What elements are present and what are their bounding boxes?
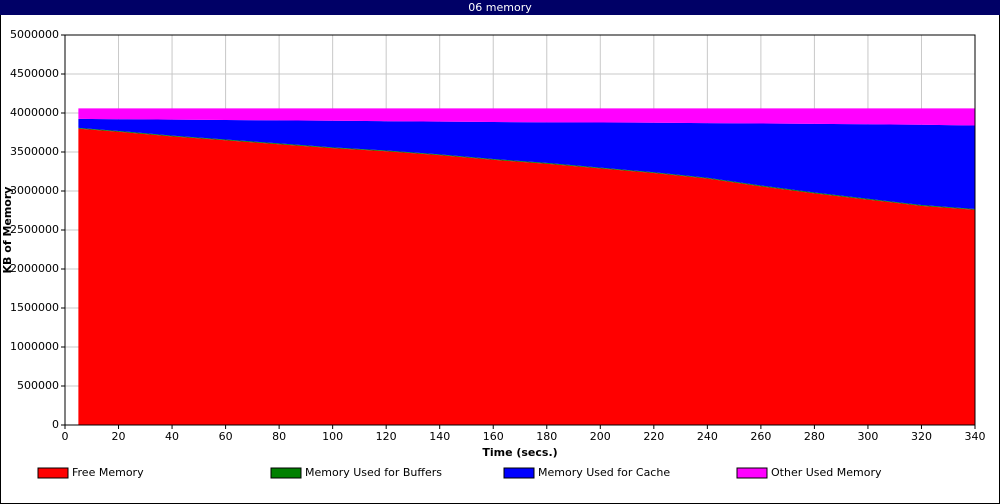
legend-label: Memory Used for Buffers [305, 466, 442, 479]
x-tick-label: 40 [165, 430, 179, 443]
legend-label: Free Memory [72, 466, 144, 479]
y-tick-label: 2000000 [10, 262, 59, 275]
x-tick-label: 320 [911, 430, 932, 443]
x-tick-label: 200 [590, 430, 611, 443]
x-tick-label: 140 [429, 430, 450, 443]
y-tick-label: 500000 [17, 379, 59, 392]
x-tick-label: 160 [483, 430, 504, 443]
x-axis-label: Time (secs.) [482, 446, 557, 459]
x-tick-label: 280 [804, 430, 825, 443]
y-tick-label: 0 [52, 418, 59, 431]
title-bar [0, 0, 1000, 15]
x-tick-label: 80 [272, 430, 286, 443]
y-tick-label: 1000000 [10, 340, 59, 353]
y-axis-label: KB of Memory [1, 187, 14, 274]
chart-title: 06 memory [468, 1, 532, 14]
legend-swatch [503, 467, 535, 479]
x-tick-label: 100 [322, 430, 343, 443]
y-tick-label: 5000000 [10, 28, 59, 41]
x-tick-label: 180 [536, 430, 557, 443]
x-tick-label: 0 [62, 430, 69, 443]
x-tick-label: 20 [112, 430, 126, 443]
plot-border [64, 34, 976, 426]
y-tick-label: 3000000 [10, 184, 59, 197]
x-tick-label: 60 [219, 430, 233, 443]
y-tick-label: 4500000 [10, 67, 59, 80]
y-tick-label: 3500000 [10, 145, 59, 158]
x-tick-label: 340 [965, 430, 986, 443]
y-tick-label: 2500000 [10, 223, 59, 236]
x-tick-label: 220 [643, 430, 664, 443]
y-tick-label: 1500000 [10, 301, 59, 314]
legend-label: Other Used Memory [771, 466, 882, 479]
area [78, 127, 976, 210]
area [78, 118, 976, 209]
x-tick-label: 240 [697, 430, 718, 443]
x-tick-label: 120 [376, 430, 397, 443]
y-tick-label: 4000000 [10, 106, 59, 119]
area [78, 128, 976, 425]
legend-swatch [37, 467, 69, 479]
legend-swatch [270, 467, 302, 479]
legend-swatch [736, 467, 768, 479]
x-tick-label: 260 [750, 430, 771, 443]
x-tick-label: 300 [857, 430, 878, 443]
area [78, 108, 976, 126]
legend-label: Memory Used for Cache [538, 466, 670, 479]
